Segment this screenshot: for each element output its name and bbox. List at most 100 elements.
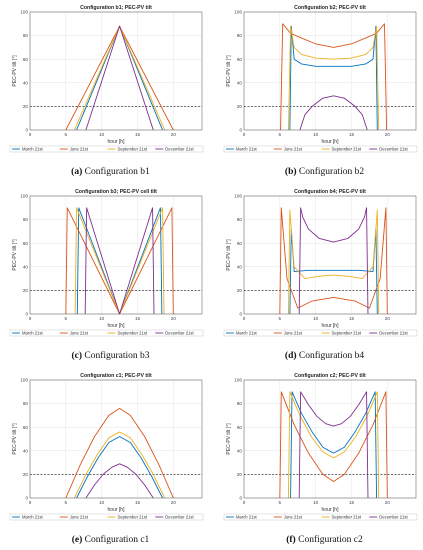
y-tick-label: 40 [23, 448, 29, 453]
legend-label: March 21st [236, 331, 258, 336]
x-axis-label: hour [h] [108, 139, 126, 145]
y-tick-label: 60 [23, 241, 29, 246]
series-line [290, 391, 378, 499]
y-axis-label: PEC-PV tilt [°] [226, 423, 232, 455]
y-tick-label: 40 [23, 80, 29, 85]
x-tick-label: 0 [243, 316, 246, 321]
x-tick-label: 15 [135, 132, 141, 137]
series-line [299, 95, 368, 131]
x-tick-label: 10 [313, 132, 319, 137]
caption-label: (a) [71, 166, 82, 177]
x-tick-label: 20 [385, 132, 391, 137]
plot-area [244, 380, 416, 498]
y-axis-label: PEC-PV tilt [°] [12, 423, 18, 455]
chart-panel-4: Configuration b4; PEC-PV tilt 0 5 10 15 20 0 20… [223, 189, 418, 361]
x-tick-label: 10 [313, 500, 319, 505]
caption-text: Configuration c1 [82, 534, 149, 545]
y-tick-label: 20 [23, 104, 29, 109]
axes-box [29, 379, 203, 499]
series-line [298, 391, 369, 499]
legend-label: September 21st [118, 515, 148, 520]
x-tick-label: 15 [135, 500, 141, 505]
plot-area [30, 12, 202, 130]
y-tick-label: 60 [23, 425, 29, 430]
y-axis-label: PEC-PV tilt [°] [12, 239, 18, 271]
y-tick-label: 0 [25, 128, 28, 133]
x-tick-label: 5 [65, 316, 68, 321]
axes-box [29, 11, 203, 131]
y-tick-label: 80 [237, 217, 243, 222]
x-tick-label: 0 [29, 316, 32, 321]
y-tick-label: 40 [23, 264, 29, 269]
series-line [76, 436, 163, 499]
caption-label: (d) [285, 350, 297, 361]
caption-label: (f) [286, 534, 296, 545]
x-tick-label: 5 [279, 132, 282, 137]
y-tick-label: 0 [25, 496, 28, 501]
x-tick-label: 20 [385, 500, 391, 505]
legend-label: March 21st [236, 515, 258, 520]
y-tick-label: 60 [23, 57, 29, 62]
legend-label: March 21st [236, 147, 258, 152]
x-tick-label: 0 [243, 500, 246, 505]
legend-label: March 21st [22, 331, 44, 336]
y-tick-label: 80 [23, 217, 29, 222]
axes-box [29, 195, 203, 315]
legend-label: December 21st [379, 515, 408, 520]
legend-label: December 21st [165, 331, 194, 336]
chart-panel-5: Configuration c1; PEC-PV tilt 0 5 10 15 20 0 20… [9, 373, 204, 545]
legend-label: June 21st [70, 515, 89, 520]
legend-label: September 21st [332, 515, 362, 520]
legend-label: June 21st [284, 515, 303, 520]
x-tick-label: 5 [279, 500, 282, 505]
legend-box [223, 145, 418, 153]
legend-box [9, 329, 204, 337]
x-tick-label: 20 [171, 316, 177, 321]
y-tick-label: 80 [237, 33, 243, 38]
legend-label: June 21st [70, 331, 89, 336]
x-tick-label: 15 [349, 316, 355, 321]
y-tick-label: 100 [234, 194, 242, 199]
series-line [287, 25, 380, 131]
x-tick-label: 20 [171, 132, 177, 137]
y-tick-label: 100 [234, 10, 242, 15]
caption-text: Configuration b4 [297, 350, 365, 361]
x-tick-label: 0 [243, 132, 246, 137]
y-tick-label: 0 [239, 128, 242, 133]
y-tick-label: 40 [237, 448, 243, 453]
x-tick-label: 0 [29, 132, 32, 137]
legend-label: September 21st [332, 147, 362, 152]
y-tick-label: 100 [20, 378, 28, 383]
chart-panel-2: Configuration b2; PEC-PV tilt 0 5 10 15 20 0 20… [223, 5, 418, 177]
chart-title: Configuration c2; PEC-PV tilt [294, 373, 366, 379]
series-line [298, 207, 369, 315]
legend-label: March 21st [22, 147, 44, 152]
legend-label: September 21st [118, 147, 148, 152]
legend-label: June 21st [284, 331, 303, 336]
legend-box [9, 513, 204, 521]
x-axis-label: hour [h] [322, 139, 340, 145]
axes-box [243, 11, 417, 131]
series-line [287, 391, 380, 499]
x-tick-label: 0 [29, 500, 32, 505]
caption-label: (e) [72, 534, 83, 545]
legend-label: December 21st [379, 331, 408, 336]
chart-title: Configuration b4; PEC-PV tilt [294, 189, 366, 195]
y-axis-label: PEC-PV tilt [°] [12, 55, 18, 87]
series-line [279, 207, 388, 315]
x-tick-label: 15 [349, 500, 355, 505]
panel-caption: (a) Configuration b1 [71, 166, 150, 177]
y-tick-label: 20 [237, 472, 243, 477]
x-tick-label: 10 [99, 500, 105, 505]
x-axis-label: hour [h] [322, 323, 340, 329]
legend-label: December 21st [379, 147, 408, 152]
caption-text: Configuration b1 [82, 166, 150, 177]
series-line [85, 463, 154, 499]
y-tick-label: 20 [237, 104, 243, 109]
series-line [85, 25, 154, 131]
legend-box [9, 145, 204, 153]
legend-label: March 21st [22, 515, 44, 520]
legend-label: September 21st [332, 331, 362, 336]
y-tick-label: 80 [23, 401, 29, 406]
